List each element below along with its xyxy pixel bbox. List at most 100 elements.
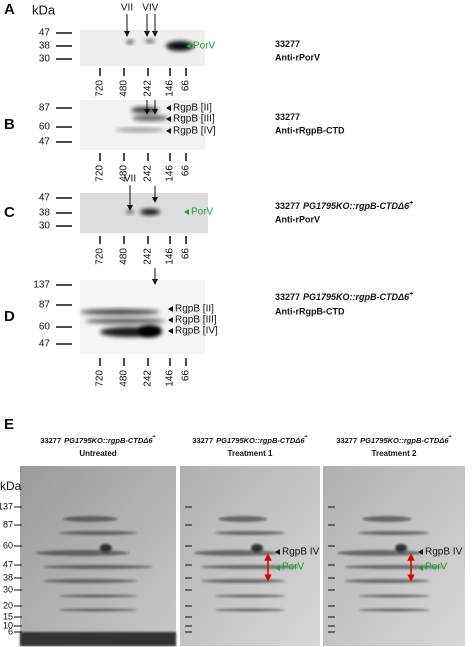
panel-letter: D: [4, 308, 15, 325]
band-label: RgpB IV: [282, 547, 320, 558]
pointer: [184, 209, 189, 215]
superscript: +: [305, 434, 308, 440]
antibody-label: Anti-rRgpB-CTD: [275, 125, 345, 135]
genotype: PG1795KO::rgpB-CTDΔ6: [216, 436, 305, 445]
gel-streak: [62, 516, 118, 522]
column-header: 33277 PG1795KO::rgpB-CTDΔ6+: [192, 434, 307, 445]
pointer: [418, 549, 423, 555]
lane-label: 146: [165, 80, 176, 97]
superscript: +: [409, 200, 413, 207]
marker-label: 38: [3, 572, 13, 582]
strain: 33277: [275, 201, 300, 211]
gel-streak: [362, 516, 412, 522]
marker-label: 6: [8, 626, 13, 636]
gel-streak: [59, 594, 137, 598]
band-label: RgpB [IV]: [175, 326, 218, 337]
marker-label: 87: [39, 103, 51, 114]
lane-label: 480: [119, 248, 130, 265]
gel-image: [180, 466, 320, 646]
strain-label: 33277 PG1795KO::rgpB-CTDΔ6+: [275, 291, 413, 303]
lane-label: 242: [143, 248, 154, 265]
gel-streak: [344, 579, 430, 583]
strain: 33277: [275, 292, 300, 302]
marker-label: 87: [3, 519, 13, 529]
superscript: +: [449, 434, 452, 440]
marker-label: 47: [39, 193, 51, 204]
unit-label: kDa: [32, 2, 56, 17]
band-label: RgpB IV: [425, 547, 463, 558]
strain: 33277: [275, 112, 300, 122]
gel-streak: [215, 608, 285, 612]
strain: 33277: [275, 39, 300, 49]
panel-letter: B: [4, 116, 15, 133]
unit-label: kDa: [0, 479, 22, 493]
pointer: [168, 328, 173, 334]
gel-front: [20, 632, 176, 646]
gel-streak: [215, 594, 285, 598]
pointer: [275, 549, 280, 555]
gel-spot: [251, 544, 263, 552]
superscript: +: [153, 434, 156, 440]
strain: 33277: [192, 436, 213, 445]
gel-spot: [395, 544, 408, 552]
gel-streak: [35, 550, 130, 556]
lane-label: 66: [181, 165, 192, 177]
gel-streak: [194, 550, 278, 556]
genotype: PG1795KO::rgpB-CTDΔ6: [64, 436, 153, 445]
genotype: PG1795KO::rgpB-CTDΔ6: [303, 201, 410, 211]
genotype: PG1795KO::rgpB-CTDΔ6: [303, 292, 410, 302]
antibody-label: Anti-rRgpB-CTD: [275, 306, 345, 316]
gel-streak: [358, 531, 430, 535]
gel-spot: [99, 544, 112, 552]
pointer: [418, 565, 423, 571]
strain: 33277: [336, 436, 357, 445]
band: [132, 115, 168, 121]
band: [115, 128, 165, 132]
band: [85, 318, 165, 324]
band: [145, 39, 155, 43]
lane-label: 66: [181, 248, 192, 260]
gel-streak: [43, 565, 153, 569]
band-label: RgpB [IV]: [173, 126, 216, 137]
pointer: [168, 317, 173, 323]
band: [140, 209, 160, 215]
strain-label: 33277: [275, 39, 300, 49]
band-label: RgpB [II]: [175, 304, 214, 315]
lane-label: 146: [165, 370, 176, 387]
gel-streak: [215, 531, 285, 535]
lane-label: 66: [181, 80, 192, 92]
arrow-label: VII: [121, 3, 133, 14]
pointer: [168, 306, 173, 312]
strain: 33277: [40, 436, 61, 445]
marker-label: 30: [39, 54, 51, 65]
band: [126, 40, 134, 44]
pointer: [186, 43, 191, 49]
lane-label: 146: [165, 165, 176, 182]
condition-label: Untreated: [79, 449, 116, 458]
condition-label: Treatment 1: [228, 449, 273, 458]
gel-streak: [358, 594, 430, 598]
marker-label: 137: [0, 501, 13, 511]
pointer: [275, 565, 280, 571]
marker-label: 30: [3, 584, 13, 594]
band-label: PorV: [282, 562, 305, 573]
column-header: 33277 PG1795KO::rgpB-CTDΔ6+: [336, 434, 451, 445]
band-label: RgpB [III]: [173, 114, 215, 125]
marker-label: 47: [3, 559, 13, 569]
band: [80, 309, 160, 315]
band: [138, 325, 162, 337]
band-label: RgpB [II]: [173, 103, 212, 114]
band-label: PorV: [193, 41, 216, 52]
panel-letter: C: [4, 204, 15, 221]
lane-label: 242: [143, 165, 154, 182]
strain-label: 33277: [275, 112, 300, 122]
arrow-label: VII: [124, 174, 136, 185]
band: [126, 210, 134, 214]
genotype: PG1795KO::rgpB-CTDΔ6: [360, 436, 449, 445]
marker-label: 60: [39, 122, 51, 133]
lane-label: 480: [119, 80, 130, 97]
marker-label: 47: [39, 137, 51, 148]
blot: [80, 280, 205, 354]
lane-label: 242: [143, 370, 154, 387]
